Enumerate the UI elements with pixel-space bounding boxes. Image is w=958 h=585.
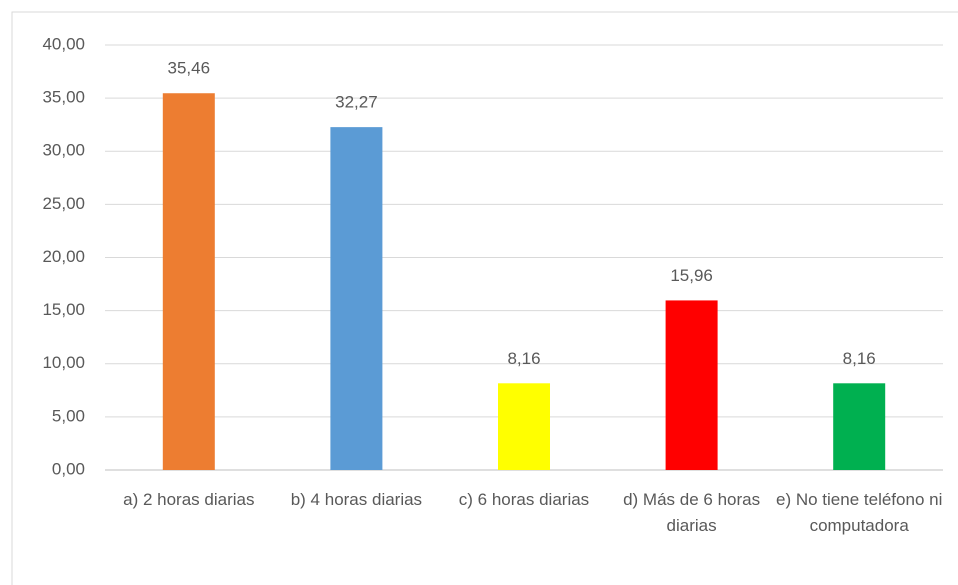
y-tick-label: 20,00 bbox=[42, 247, 85, 266]
y-tick-label: 35,00 bbox=[42, 88, 85, 107]
x-tick-label: a) 2 horas diarias bbox=[123, 490, 255, 509]
y-tick-label: 0,00 bbox=[52, 459, 85, 478]
value-label: 35,46 bbox=[168, 59, 211, 78]
chart-border bbox=[11, 11, 958, 585]
x-tick-label: e) No tiene teléfono ni computadora bbox=[776, 490, 943, 535]
y-tick-label: 5,00 bbox=[52, 406, 85, 425]
value-label: 8,16 bbox=[843, 349, 876, 368]
value-label: 32,27 bbox=[335, 93, 378, 112]
y-tick-label: 15,00 bbox=[42, 300, 85, 319]
x-tick-label: b) 4 horas diarias bbox=[290, 490, 423, 509]
y-tick-label: 40,00 bbox=[42, 34, 85, 53]
value-label: 15,96 bbox=[670, 266, 713, 285]
y-tick-label: 30,00 bbox=[42, 141, 85, 160]
y-tick-label: 25,00 bbox=[42, 194, 85, 213]
bar bbox=[162, 93, 215, 471]
y-tick-label: 10,00 bbox=[42, 353, 85, 372]
x-tick-label: d) Más de 6 horas diarias bbox=[623, 490, 761, 535]
bar bbox=[833, 383, 886, 470]
x-tick-label: c) 6 horas diarias bbox=[458, 490, 590, 509]
bar bbox=[330, 127, 383, 470]
bar bbox=[665, 300, 718, 470]
value-label: 8,16 bbox=[507, 349, 540, 368]
bar bbox=[498, 383, 550, 470]
